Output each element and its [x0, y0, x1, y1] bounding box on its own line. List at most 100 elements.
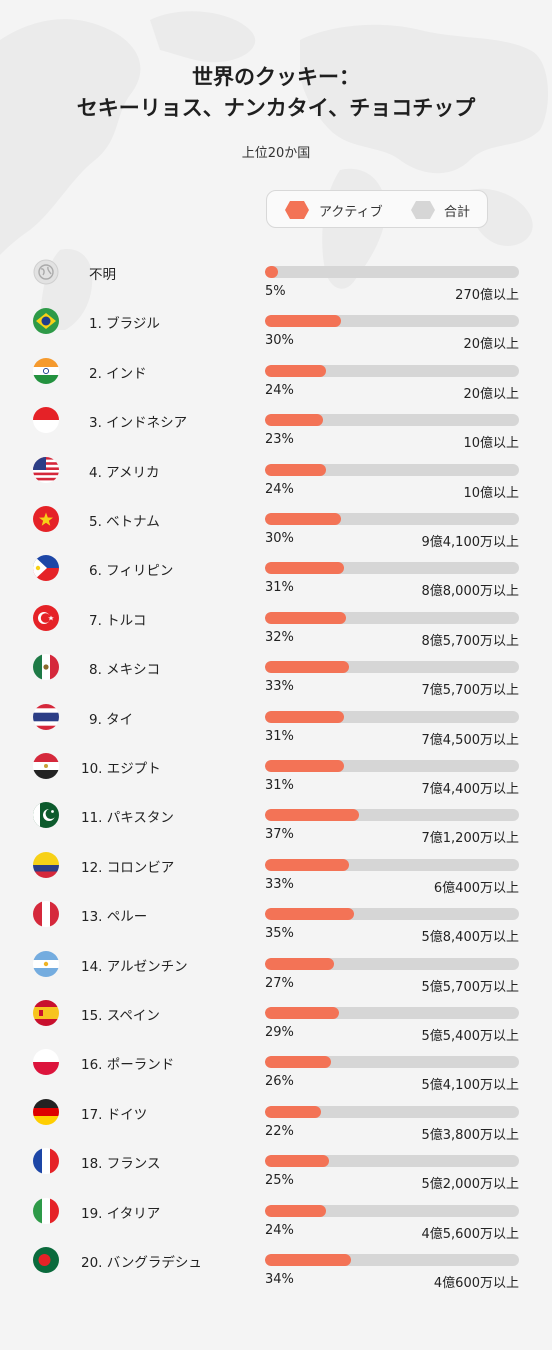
country-label: 9. タイ [89, 711, 134, 728]
bar-row: 3. インドネシア 23% 10億以上 [0, 407, 552, 456]
flag-argentina-icon [33, 950, 59, 977]
active-percent-label: 32% [265, 629, 294, 645]
country-label: 14. アルゼンチン [81, 958, 188, 975]
bar-active-fill [265, 809, 359, 822]
bar-active-fill [265, 1254, 352, 1266]
flag-bangladesh-icon [33, 1247, 59, 1273]
bar-total-track [265, 957, 519, 970]
bar-active-fill [265, 611, 347, 624]
bar-total-track [265, 1007, 519, 1019]
bar-active-fill [265, 1007, 339, 1019]
bar-active-fill [265, 710, 344, 723]
total-users-label: 4億5,600万以上 [421, 1226, 520, 1242]
chart-title-line-2: セキーリョス、ナンカタイ、チョコチップ [76, 96, 476, 120]
active-percent-label: 24% [265, 382, 294, 398]
bar-total-track [265, 1204, 519, 1217]
total-users-label: 9億4,100万以上 [421, 535, 520, 550]
bar-total-track [265, 315, 519, 328]
bar-active-fill [265, 1056, 332, 1069]
bar-active-fill [265, 1105, 321, 1118]
bar-row: 9. タイ 31% 7億4,500万以上 [0, 703, 552, 753]
country-label: 17. ドイツ [81, 1106, 148, 1123]
flag-turkey-icon [33, 604, 59, 631]
country-label: 3. インドネシア [89, 415, 188, 432]
total-users-label: 8億5,700万以上 [421, 633, 520, 649]
bar-total-track [265, 809, 519, 822]
active-percent-label: 30% [265, 333, 294, 349]
total-users-label: 8億8,000万以上 [421, 584, 520, 600]
flag-india-icon [33, 357, 59, 384]
flag-germany-icon [33, 1098, 59, 1125]
total-users-label: 270億以上 [455, 288, 519, 303]
flag-france-icon [33, 1148, 59, 1175]
bar-row: 5. ベトナム 30% 9億4,100万以上 [0, 506, 552, 555]
bar-active-fill [265, 463, 326, 476]
country-label: 1. ブラジル [89, 316, 160, 333]
bar-total-track [265, 513, 519, 525]
bar-row: 10. エジプト 31% 7億4,400万以上 [0, 753, 552, 802]
total-users-label: 5億8,400万以上 [421, 930, 520, 946]
active-percent-label: 31% [265, 728, 294, 744]
flag-brazil-icon [33, 308, 59, 335]
bar-active-fill [265, 661, 349, 674]
country-label: 7. トルコ [89, 612, 147, 629]
bar-row: 18. フランス 25% 5億2,000万以上 [0, 1148, 552, 1197]
country-label: 5. ベトナム [89, 514, 160, 530]
total-users-label: 5億4,100万以上 [421, 1078, 520, 1094]
bar-active-fill [265, 1204, 326, 1217]
active-percent-label: 22% [265, 1123, 294, 1139]
bar-row: 6. フィリピン 31% 8億8,000万以上 [0, 555, 552, 604]
country-label: 20. バングラデシュ [81, 1255, 202, 1271]
chart-title-line-1: 世界のクッキー： [192, 65, 360, 89]
active-percent-label: 23% [265, 432, 294, 448]
active-percent-label: 27% [265, 975, 294, 991]
bar-row: 14. アルゼンチン 27% 5億5,700万以上 [0, 950, 552, 1000]
bar-row: 15. スペイン 29% 5億5,400万以上 [0, 1000, 552, 1049]
bar-row: 8. メキシコ 33% 7億5,700万以上 [0, 654, 552, 703]
bar-row: 2. インド 24% 20億以上 [0, 357, 552, 407]
bar-active-fill [265, 513, 342, 525]
country-label: 12. コロンビア [81, 859, 175, 876]
legend: アクティブ 合計 [266, 190, 488, 228]
active-percent-label: 24% [265, 481, 294, 497]
bar-total-track [265, 364, 519, 377]
country-label: 不明 [89, 267, 116, 283]
flag-colombia-icon [33, 851, 59, 878]
bar-active-fill [265, 957, 334, 970]
active-percent-label: 25% [265, 1173, 294, 1189]
bar-total-track [265, 661, 519, 674]
bar-row: 11. パキスタン 37% 7億1,200万以上 [0, 802, 552, 851]
bar-total-track [265, 562, 519, 575]
total-users-label: 6億400万以上 [433, 880, 519, 896]
bar-row: 1. ブラジル 30% 20億以上 [0, 308, 552, 357]
chart-subtitle: 上位20か国 [241, 146, 311, 161]
flag-pakistan-icon [33, 802, 59, 829]
legend-total-label: 合計 [444, 205, 471, 220]
active-percent-label: 26% [265, 1074, 294, 1090]
flag-peru-icon [33, 901, 59, 928]
bar-total-track [265, 760, 519, 772]
total-users-label: 10億以上 [463, 436, 519, 452]
country-label: 6. フィリピン [89, 563, 174, 580]
country-label: 13. ペルー [81, 909, 148, 926]
flag-egypt-icon [33, 753, 59, 779]
bar-total-track [265, 611, 519, 624]
bar-row: 4. アメリカ 24% 10億以上 [0, 456, 552, 506]
flag-vietnam-icon [33, 506, 59, 532]
bar-total-track [265, 858, 519, 871]
bar-active-fill [265, 908, 354, 921]
bar-total-track [265, 1155, 519, 1168]
legend-active-swatch [285, 201, 309, 219]
flag-spain-icon [33, 1000, 59, 1026]
active-percent-label: 33% [265, 679, 294, 695]
bar-total-track [265, 710, 519, 723]
bar-active-fill [265, 562, 344, 575]
bar-active-fill [265, 414, 324, 427]
flag-italy-icon [33, 1197, 59, 1224]
bar-row: 17. ドイツ 22% 5億3,800万以上 [0, 1098, 552, 1148]
bar-row: 不明 5% 270億以上 [0, 259, 552, 308]
bar-total-track [265, 266, 519, 278]
total-users-label: 5億2,000万以上 [421, 1177, 520, 1193]
country-label: 16. ポーランド [81, 1057, 175, 1074]
bar-total-track [265, 463, 519, 476]
